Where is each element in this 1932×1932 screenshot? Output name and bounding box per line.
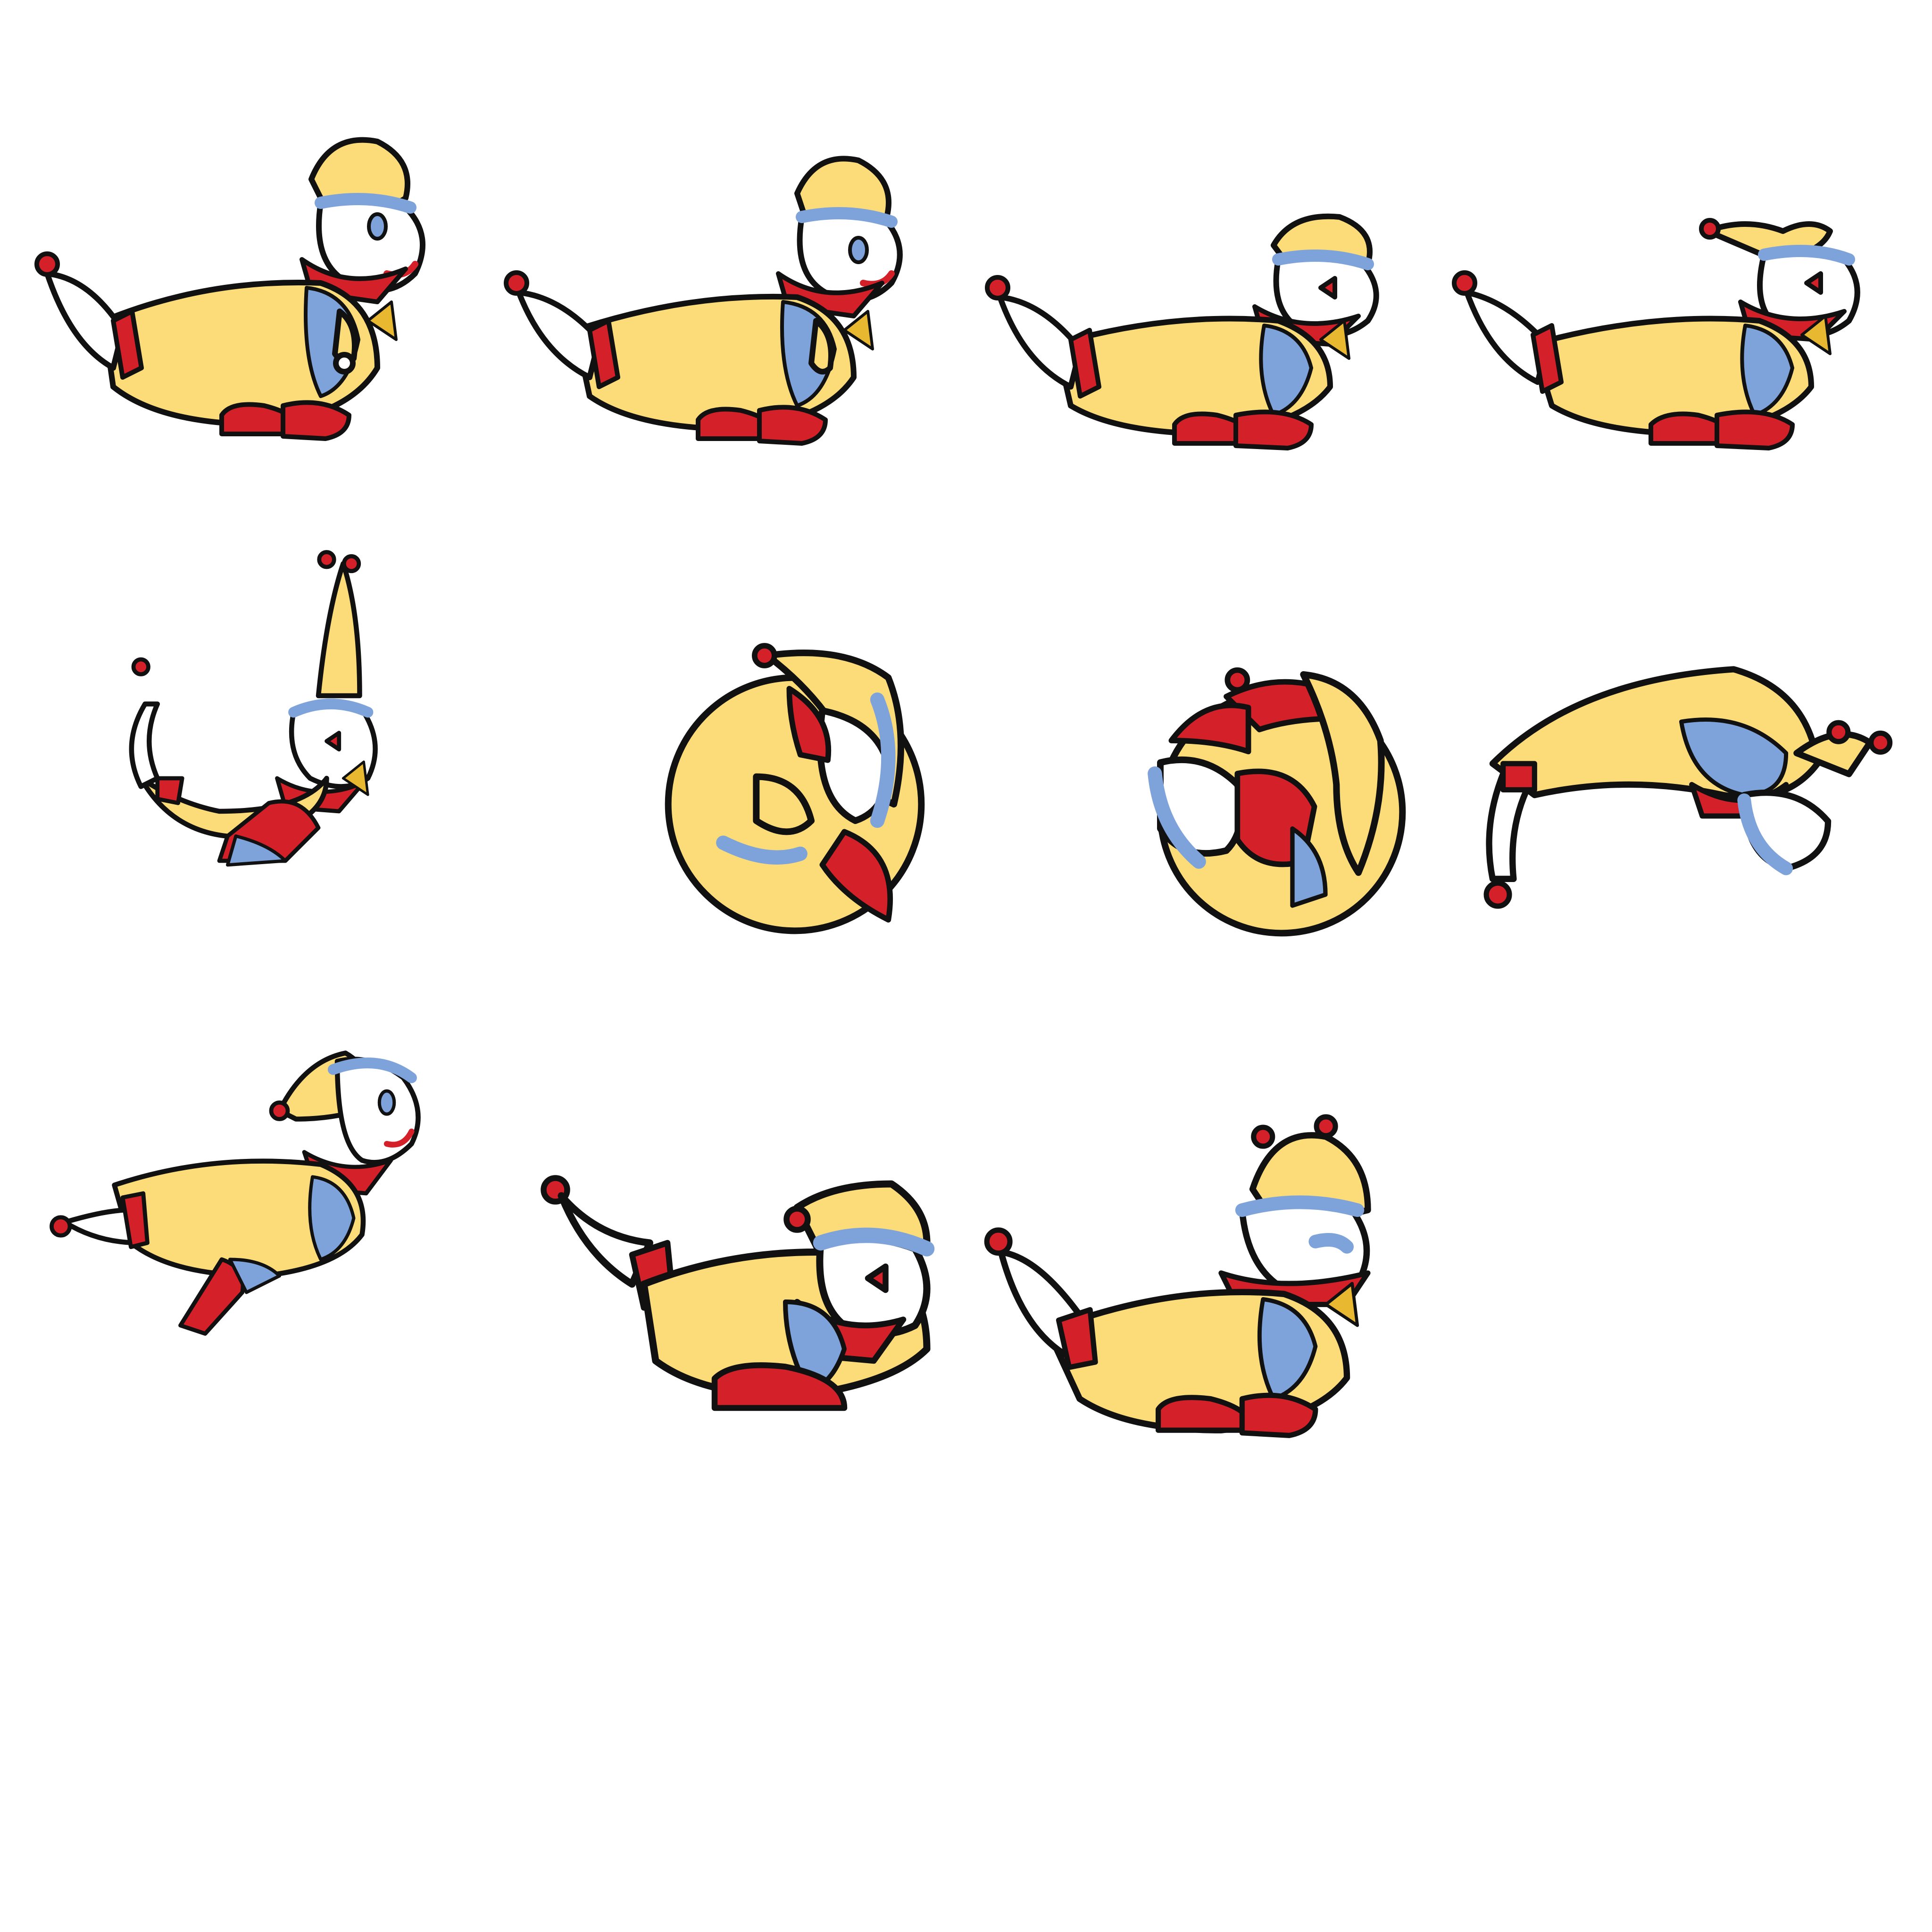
sprite-frame-10 [538, 1160, 1009, 1491]
sprite-frame-6 [575, 623, 1047, 953]
sprite-frame-7 [1057, 641, 1528, 972]
jester-sprite-airborne-leap [50, 1050, 421, 1336]
sprite-frame-1 [19, 123, 491, 453]
sprite-frame-8 [1472, 651, 1932, 981]
jester-sprite-lean-kick-2 [504, 156, 903, 446]
jester-sprite-crouch-kick [985, 213, 1379, 450]
sprite-frame-5 [66, 547, 538, 877]
sprite-frame-11 [984, 1113, 1462, 1443]
sprite-frame-9 [19, 1028, 491, 1358]
jester-sprite-curl-spin [665, 643, 925, 934]
jester-sprite-upside-down-flip [1483, 666, 1893, 909]
sprite-frame-3 [972, 123, 1443, 453]
sprite-frame-2 [491, 123, 962, 453]
jester-sprite-land-kick [984, 1114, 1371, 1438]
jester-sprite-upright-spring [129, 550, 378, 867]
jester-sprite-curl-spin-2 [1148, 667, 1406, 937]
jester-sprite-crouch-kick-2 [1452, 218, 1860, 450]
sprite-frame-4 [1452, 123, 1924, 453]
jester-sprite-land-crouch [541, 1175, 935, 1411]
jester-sprite-lean-kick [34, 137, 425, 441]
